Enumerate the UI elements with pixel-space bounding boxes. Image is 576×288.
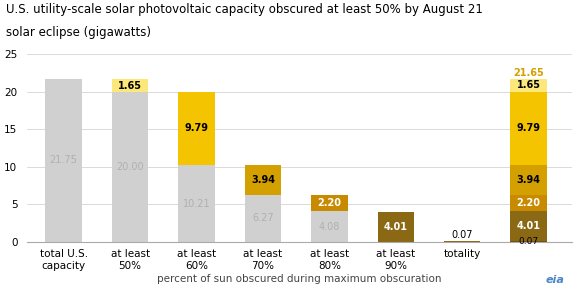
Bar [311,211,348,242]
Text: 4.08: 4.08 [319,221,340,232]
Text: 0.07: 0.07 [452,230,473,240]
Bar [510,165,547,195]
X-axis label: percent of sun obscured during maximum obscuration: percent of sun obscured during maximum o… [157,274,442,284]
Bar [510,241,547,242]
Text: 1.65: 1.65 [118,81,142,90]
Text: 20.00: 20.00 [116,162,144,172]
Bar [112,79,149,92]
Bar [112,92,149,242]
Bar [46,79,82,242]
Text: 2.20: 2.20 [517,198,541,208]
Bar [510,79,547,92]
Text: 21.65: 21.65 [513,68,544,78]
Bar [510,195,547,211]
Bar [510,92,547,165]
Text: 10.21: 10.21 [183,198,210,209]
Bar [178,92,215,165]
Text: 4.01: 4.01 [384,222,408,232]
Bar [245,195,281,242]
Bar [510,211,547,241]
Text: 9.79: 9.79 [184,124,209,133]
Bar [245,165,281,195]
Bar [178,165,215,242]
Text: 6.27: 6.27 [252,213,274,223]
Text: solar eclipse (gigawatts): solar eclipse (gigawatts) [6,26,151,39]
Text: 3.94: 3.94 [517,175,541,185]
Text: 9.79: 9.79 [517,124,541,133]
Text: 0.07: 0.07 [518,237,539,246]
Text: 3.94: 3.94 [251,175,275,185]
Bar [377,212,414,242]
Text: 4.01: 4.01 [517,221,541,231]
Text: 21.75: 21.75 [50,155,78,165]
Bar [444,241,480,242]
Text: 1.65: 1.65 [517,80,541,90]
Text: U.S. utility-scale solar photovoltaic capacity obscured at least 50% by August 2: U.S. utility-scale solar photovoltaic ca… [6,3,483,16]
Text: 2.20: 2.20 [317,198,342,208]
Bar [311,195,348,211]
Text: eia: eia [545,275,564,285]
